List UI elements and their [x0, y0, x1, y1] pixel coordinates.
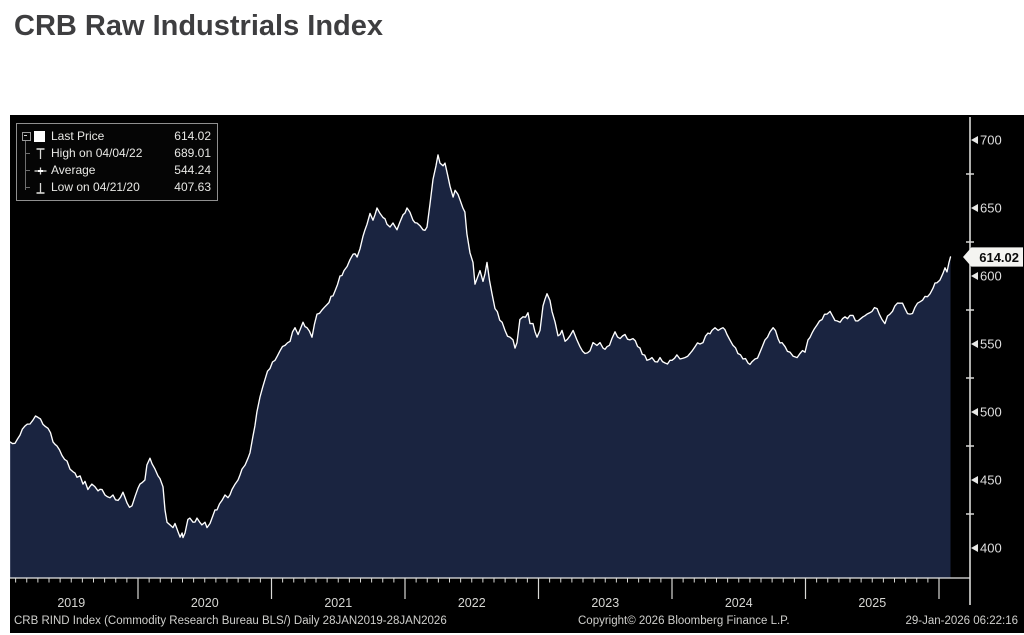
legend-value: 614.02 [174, 129, 211, 143]
y-tick-arrow-icon [971, 476, 978, 484]
legend-tree-toggle[interactable] [22, 132, 31, 141]
y-tick-arrow-icon [971, 408, 978, 416]
y-axis-label: 700 [980, 132, 1002, 148]
y-axis-label: 600 [980, 268, 1002, 284]
page-title: CRB Raw Industrials Index [14, 10, 384, 42]
x-axis-year-label: 2023 [591, 596, 620, 610]
legend-box: Last Price 614.02 High on 04/04/22 689.0… [16, 123, 218, 201]
y-axis-label: 500 [980, 404, 1002, 420]
footer-copyright: Copyright© 2026 Bloomberg Finance L.P. [578, 615, 790, 627]
legend-tree-stub [25, 187, 30, 188]
legend-label: High on 04/04/22 [51, 146, 143, 160]
legend-value: 544.24 [174, 163, 211, 177]
y-axis-label: 450 [980, 472, 1002, 488]
footer-description: CRB RIND Index (Commodity Research Burea… [14, 615, 447, 627]
high-marker-icon [34, 146, 51, 161]
last-price-flag: 614.02 [963, 247, 1023, 267]
x-axis-year-label: 2025 [858, 596, 887, 610]
y-tick-arrow-icon [971, 136, 978, 144]
legend-row-low: Low on 04/21/20 407.63 [34, 179, 211, 196]
legend-value: 407.63 [174, 180, 211, 194]
y-tick-arrow-icon [971, 544, 978, 552]
x-axis-year-label: 2024 [724, 596, 753, 610]
legend-tree-line [25, 141, 26, 190]
y-axis-label: 400 [980, 540, 1002, 556]
y-axis-label: 550 [980, 336, 1002, 352]
legend-tree-stub [25, 170, 30, 171]
x-axis-year-label: 2021 [324, 596, 353, 610]
x-axis-year-label: 2022 [457, 596, 486, 610]
legend-row-average: Average 544.24 [34, 162, 211, 179]
legend-label: Last Price [51, 129, 105, 143]
y-tick-arrow-icon [971, 272, 978, 280]
y-tick-arrow-icon [971, 340, 978, 348]
legend-tree-icon [21, 128, 34, 196]
last-price-swatch-icon [34, 131, 51, 142]
chart-plot-area[interactable] [10, 115, 1024, 633]
footer-timestamp: 29-Jan-2026 06:22:16 [905, 615, 1018, 627]
legend-label: Low on 04/21/20 [51, 180, 140, 194]
chart-panel: Last Price 614.02 High on 04/04/22 689.0… [10, 115, 1024, 633]
average-marker-icon [34, 163, 51, 178]
legend-row-high: High on 04/04/22 689.01 [34, 145, 211, 162]
legend-row-last-price: Last Price 614.02 [34, 128, 211, 145]
legend-value: 689.01 [174, 146, 211, 160]
y-tick-arrow-icon [971, 204, 978, 212]
low-marker-icon [34, 180, 51, 195]
legend-tree-stub [25, 153, 30, 154]
x-axis-year-label: 2020 [190, 596, 219, 610]
y-axis-label: 650 [980, 200, 1002, 216]
x-axis-year-label: 2019 [57, 596, 86, 610]
chart-footer: CRB RIND Index (Commodity Research Burea… [10, 613, 1024, 633]
legend-label: Average [51, 163, 96, 177]
